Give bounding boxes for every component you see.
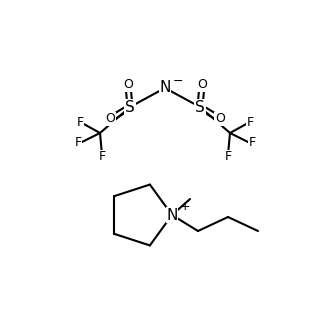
Text: N: N [166,208,178,222]
Text: O: O [105,113,115,125]
Text: O: O [197,79,207,91]
Text: F: F [75,137,82,149]
Text: F: F [77,116,83,129]
Text: F: F [98,150,106,163]
Text: F: F [247,116,253,129]
Text: F: F [248,137,255,149]
Text: S: S [125,100,135,115]
Text: +: + [180,201,191,214]
Text: −: − [173,75,183,87]
Text: N: N [159,81,171,95]
Text: O: O [215,113,225,125]
Text: O: O [123,79,133,91]
Text: F: F [224,150,232,163]
Text: S: S [195,100,205,115]
